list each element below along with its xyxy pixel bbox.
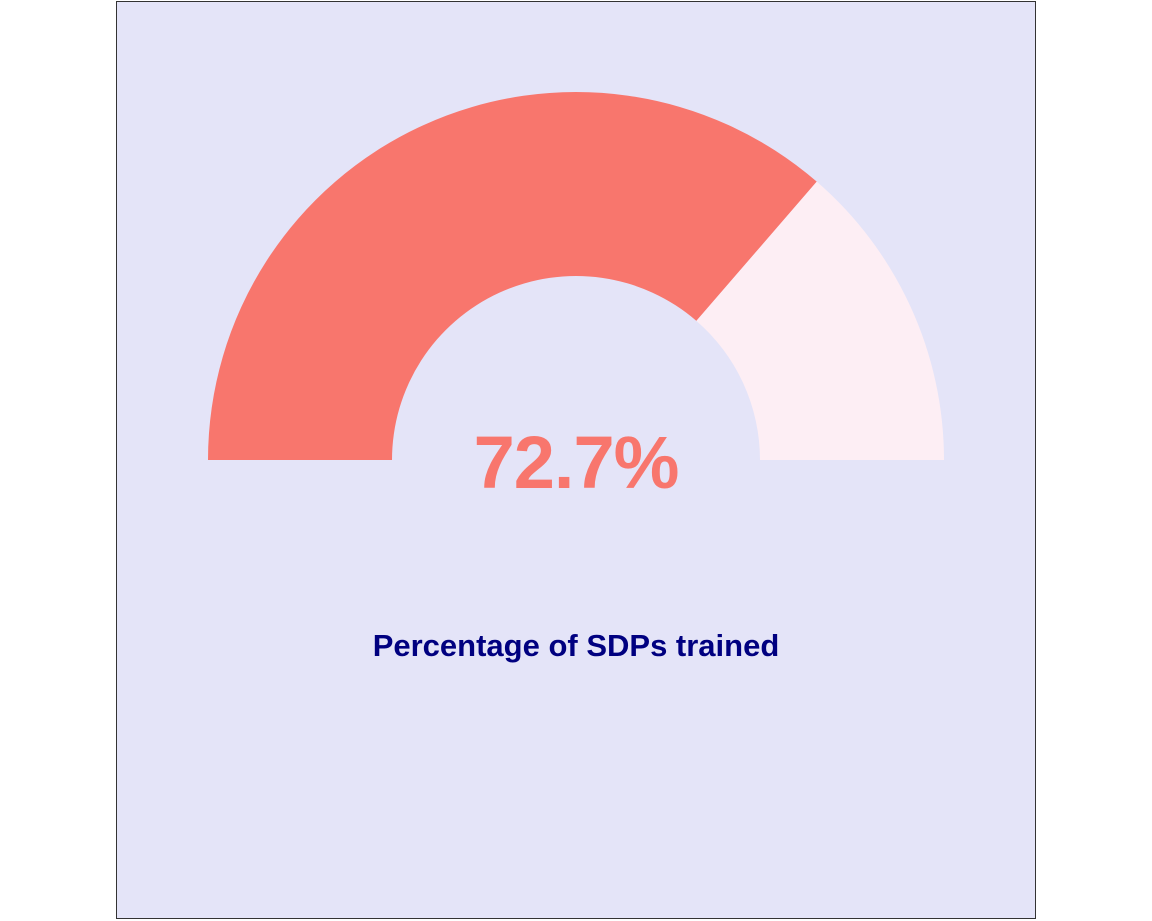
panel-border — [116, 1, 1036, 919]
gauge-value-label: 72.7% — [474, 421, 679, 504]
gauge-remaining-arc — [696, 181, 944, 460]
gauge-filled-arc — [208, 92, 817, 460]
gauge-caption: Percentage of SDPs trained — [373, 628, 780, 663]
